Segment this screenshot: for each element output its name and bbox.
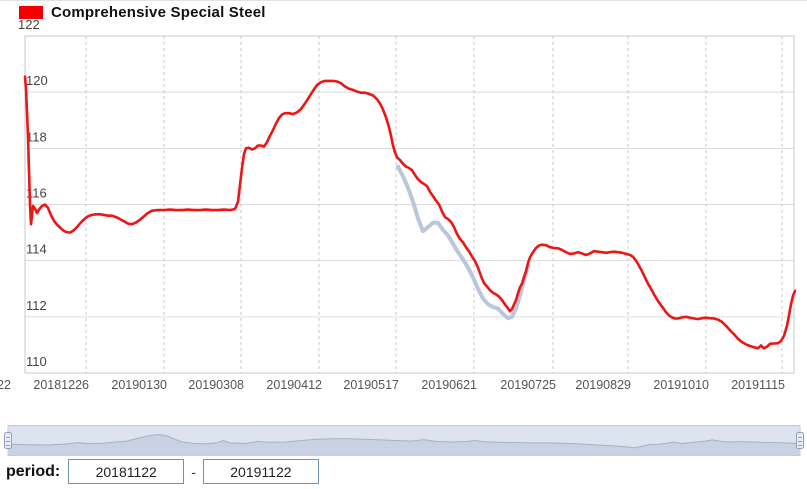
x-axis-label: 20181122 — [0, 378, 11, 392]
x-axis-label: 20190130 — [111, 378, 167, 392]
x-axis-label: 20181226 — [33, 378, 89, 392]
y-axis-label: 116 — [26, 186, 47, 201]
x-axis-label: 20191010 — [653, 378, 709, 392]
period-label: period: — [6, 462, 61, 480]
main-line-chart: 110 112 114 116 118 120 122 20181122 20181226 201… — [0, 17, 797, 392]
y-axis-label: 122 — [18, 17, 40, 32]
price-series-line[interactable] — [23, 75, 797, 350]
y-axis-label: 120 — [26, 73, 48, 88]
legend-series-label: Comprehensive Special Steel — [51, 4, 266, 21]
chart-legend-item[interactable]: Comprehensive Special Steel — [19, 4, 266, 21]
y-axis-label: 110 — [26, 354, 47, 369]
period-end-input[interactable] — [202, 459, 319, 484]
y-axis-label: 112 — [26, 298, 47, 313]
navigator-area — [8, 434, 800, 456]
ghost-series-line — [396, 164, 530, 321]
x-axis-label: 20190412 — [266, 378, 322, 392]
x-axis-label: 20190621 — [421, 378, 477, 392]
period-start-input[interactable] — [68, 459, 185, 484]
x-axis-label: 20190725 — [500, 378, 556, 392]
x-axis-label: 20190829 — [575, 378, 631, 392]
x-axis-label: 20190517 — [343, 378, 399, 392]
navigator-right-handle[interactable] — [796, 432, 804, 449]
legend-color-swatch-icon — [19, 6, 43, 19]
x-axis-label: 20190308 — [188, 378, 244, 392]
navigator-left-handle[interactable] — [4, 432, 12, 449]
x-axis-label: 20191115 — [731, 378, 785, 392]
period-separator: - — [191, 463, 196, 480]
y-axis-label: 118 — [26, 129, 47, 144]
plot-border — [24, 35, 795, 374]
range-navigator[interactable] — [0, 425, 807, 457]
y-axis-label: 114 — [26, 242, 47, 257]
navigator-outline — [7, 433, 801, 449]
period-selector-row: period: - — [6, 459, 319, 484]
